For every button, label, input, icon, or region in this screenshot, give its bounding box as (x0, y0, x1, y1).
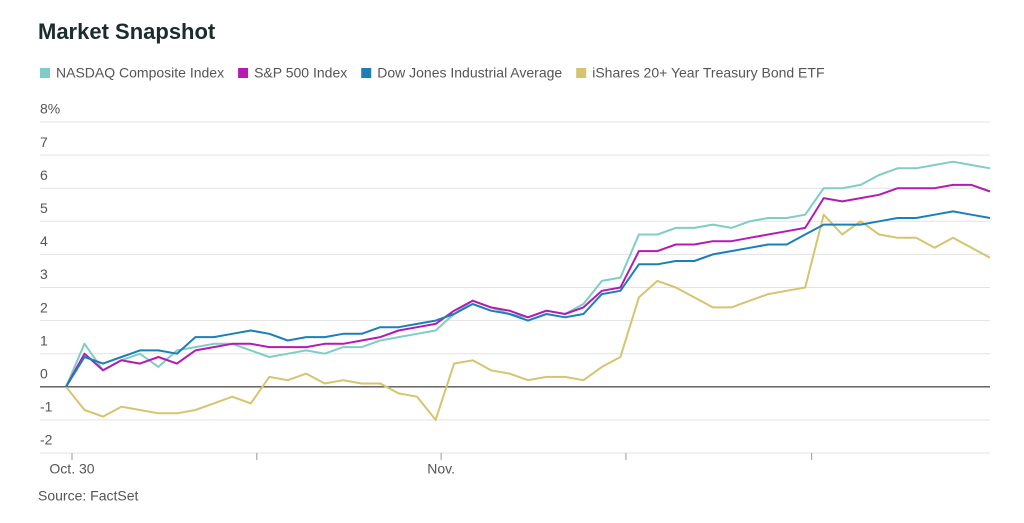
legend-label: Dow Jones Industrial Average (377, 65, 562, 81)
y-tick-label: 8% (40, 101, 60, 117)
y-tick-label: 1 (40, 332, 48, 348)
y-tick-label: -1 (40, 399, 53, 415)
y-tick-label: 3 (40, 266, 48, 282)
legend-label: S&P 500 Index (254, 65, 347, 81)
y-tick-label: 4 (40, 233, 48, 249)
legend-swatch (40, 68, 50, 78)
series-line (65, 183, 991, 388)
legend-swatch (361, 68, 372, 78)
series-line (65, 160, 991, 388)
y-tick-label: 2 (40, 299, 48, 315)
series-line (65, 210, 991, 388)
chart-title: Market Snapshot (38, 19, 216, 44)
source-note: Source: FactSet (38, 488, 138, 504)
legend-label: NASDAQ Composite Index (56, 65, 224, 81)
legend-swatch (576, 68, 587, 78)
x-tick-label: Nov. (427, 461, 455, 477)
legend-label: iShares 20+ Year Treasury Bond ETF (592, 65, 824, 81)
y-tick-label: 7 (40, 134, 48, 150)
x-tick-label: Oct. 30 (49, 461, 94, 477)
y-tick-label: 6 (40, 167, 48, 183)
legend-swatch (238, 68, 249, 78)
legend: NASDAQ Composite Index S&P 500 Index Dow J… (40, 65, 825, 81)
y-tick-label: 0 (40, 366, 48, 382)
y-tick-label: -2 (40, 432, 53, 448)
series-line (65, 213, 991, 421)
y-tick-label: 5 (40, 200, 48, 216)
